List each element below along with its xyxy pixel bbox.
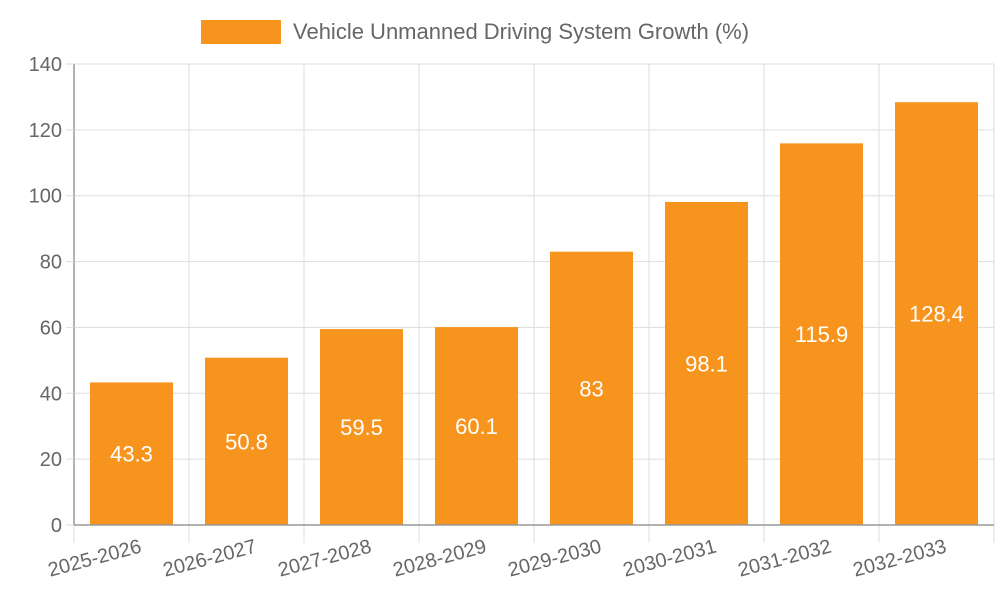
data-label-2029-2030: 83 (579, 376, 603, 401)
y-tick-label: 100 (29, 186, 62, 208)
x-tick-label: 2027-2028 (276, 536, 374, 582)
y-tick-label: 80 (40, 252, 62, 274)
bar-2029-2030 (550, 251, 633, 525)
bars (90, 102, 978, 526)
data-label-2030-2031: 98.1 (685, 351, 728, 376)
x-tick-label: 2026-2027 (161, 536, 259, 582)
y-tick-label: 20 (40, 449, 62, 471)
bar-2030-2031 (665, 201, 748, 526)
axes (73, 64, 994, 526)
grid (73, 63, 995, 543)
data-label-2025-2026: 43.3 (110, 442, 153, 467)
y-axis-ticks: 0 20 40 60 80 100 120 140 (29, 54, 74, 537)
x-tick-label: 2029-2030 (506, 536, 604, 582)
y-tick-label: 60 (40, 317, 62, 339)
bar-2026-2027 (205, 357, 288, 525)
legend[interactable]: Vehicle Unmanned Driving System Growth (… (201, 19, 749, 44)
bar-2032-2033 (895, 102, 978, 525)
x-tick-label: 2032-2033 (851, 536, 949, 582)
x-tick-label: 2031-2032 (736, 536, 834, 582)
x-tick-label: 2030-2031 (621, 536, 719, 582)
bar-2028-2029 (435, 327, 518, 525)
y-tick-label: 40 (40, 383, 62, 405)
bar-2031-2032 (780, 143, 863, 526)
x-tick-label: 2028-2029 (391, 536, 489, 582)
y-tick-label: 120 (29, 120, 62, 142)
y-tick-label: 140 (29, 54, 62, 76)
data-label-2032-2033: 128.4 (909, 302, 964, 327)
bar-2025-2026 (90, 382, 173, 525)
y-tick-label: 0 (51, 515, 62, 537)
data-label-2026-2027: 50.8 (225, 429, 268, 454)
x-axis-ticks: 2025-2026 2026-2027 2027-2028 2028-2029 2029… (46, 536, 949, 582)
data-label-2027-2028: 59.5 (340, 415, 383, 440)
bar-2027-2028 (320, 329, 403, 525)
data-labels: 43.3 50.8 59.5 60.1 83 98.1 115.9 128.4 (110, 302, 964, 467)
data-label-2028-2029: 60.1 (455, 414, 498, 439)
legend-swatch (201, 20, 281, 44)
x-tick-label: 2025-2026 (46, 536, 144, 582)
data-label-2031-2032: 115.9 (795, 322, 848, 347)
legend-label: Vehicle Unmanned Driving System Growth (… (293, 19, 749, 44)
